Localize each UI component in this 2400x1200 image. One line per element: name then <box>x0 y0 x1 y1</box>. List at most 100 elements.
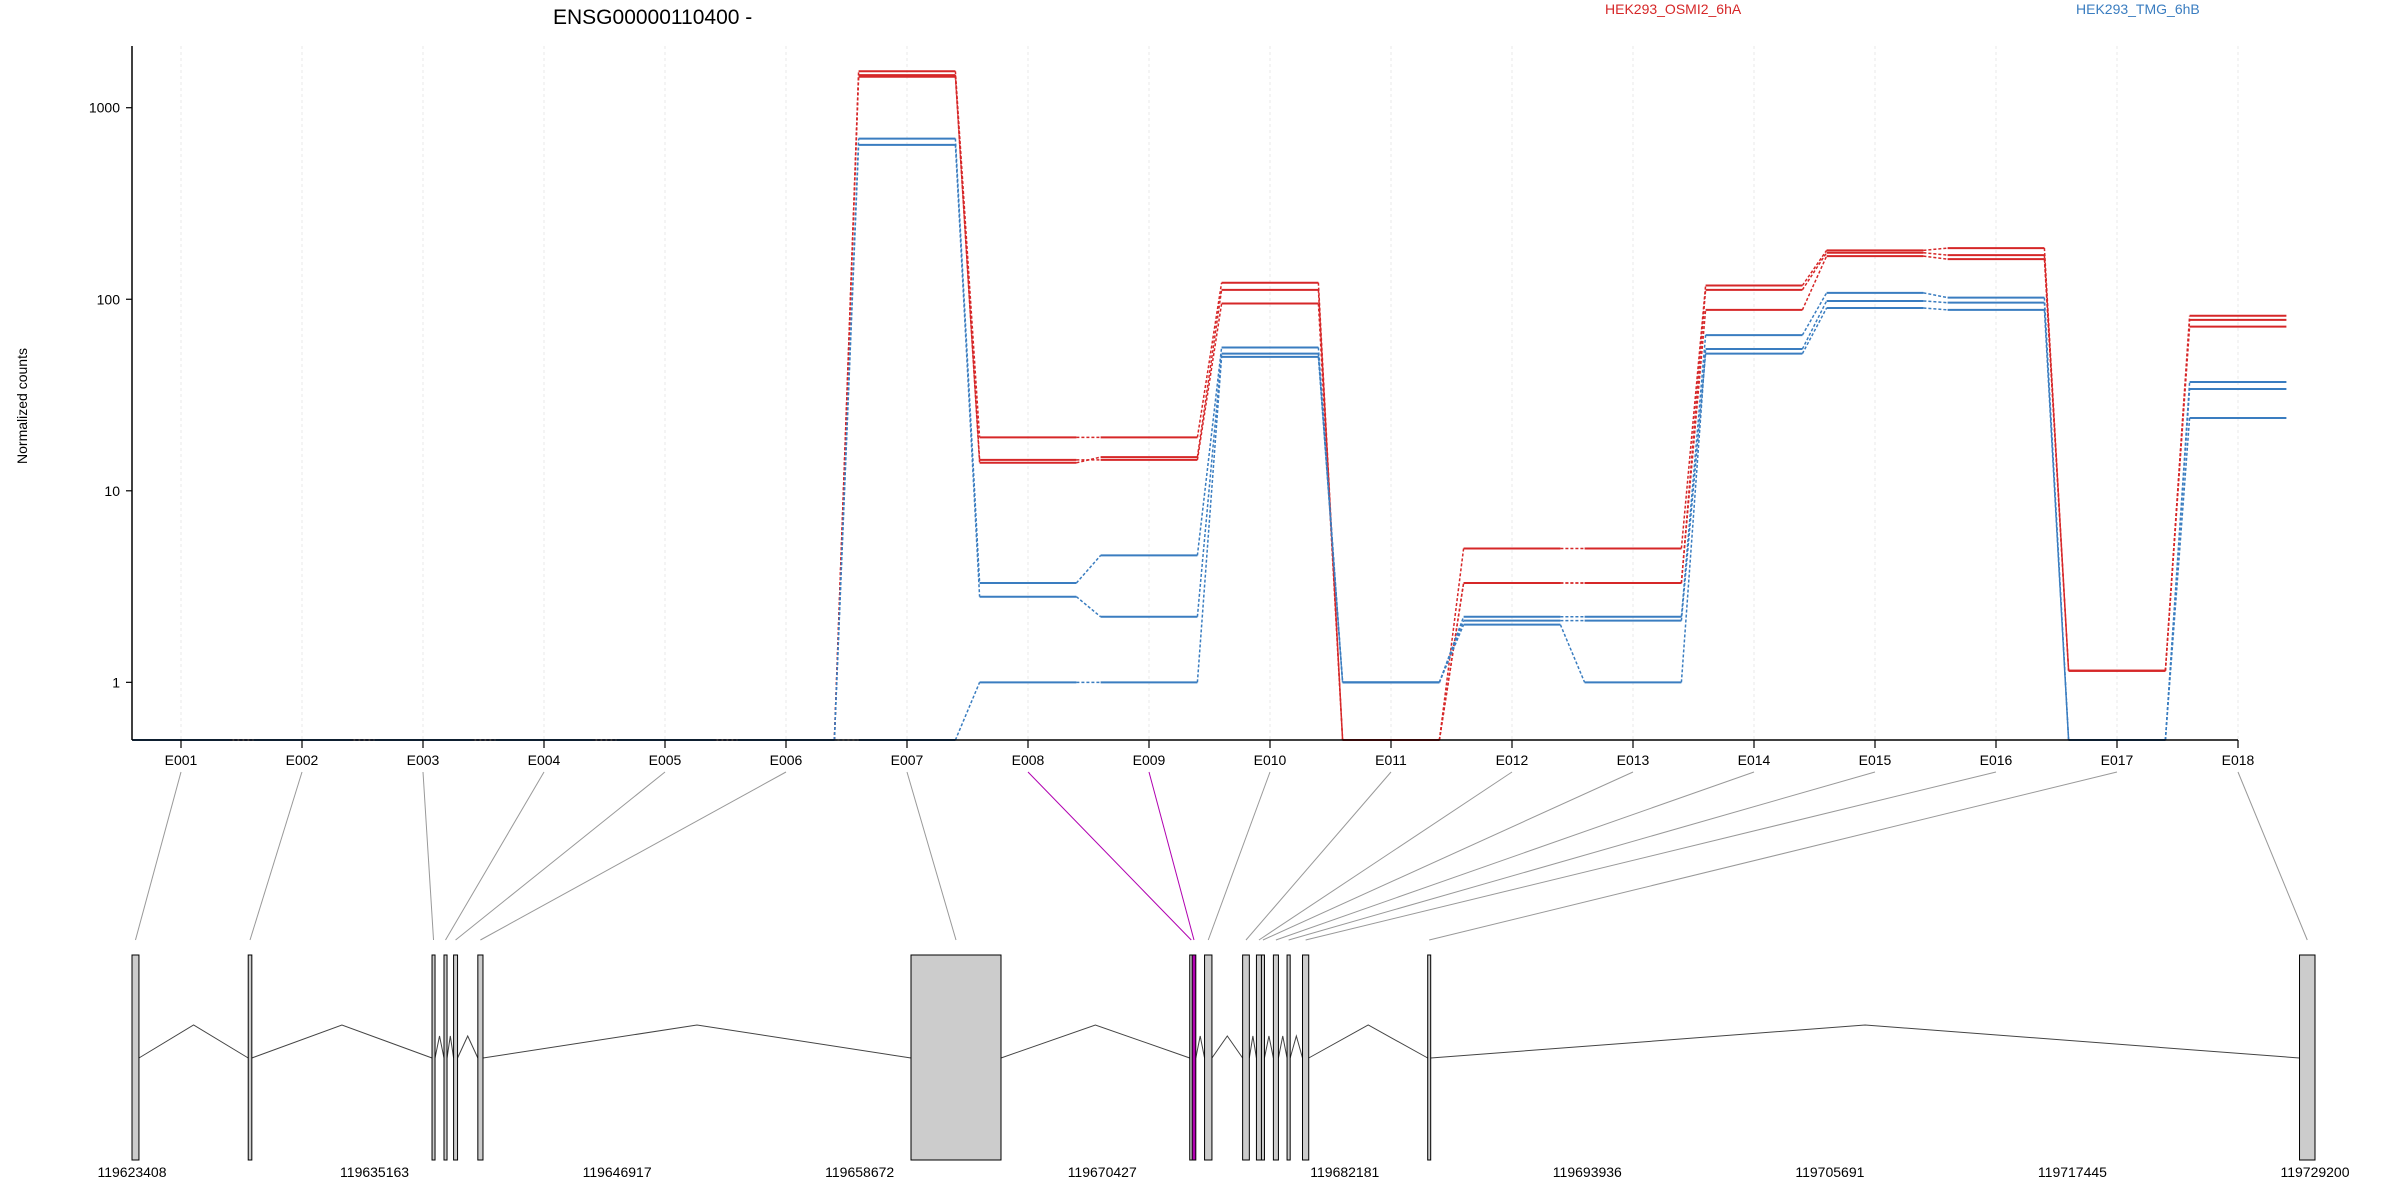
exon-box-e018 <box>2299 954 2316 1161</box>
y-tick-label: 100 <box>97 291 121 307</box>
junction-link <box>1196 353 1223 617</box>
junction-link <box>1196 289 1223 458</box>
junction-link <box>1801 300 1828 350</box>
exon-box-e014 <box>1272 954 1279 1161</box>
exon-label-e004: E004 <box>528 752 561 768</box>
y-tick-label: 10 <box>104 483 120 499</box>
intron-line <box>1211 1035 1244 1059</box>
intron-line <box>457 1034 479 1059</box>
exon-box-e015 <box>1286 954 1291 1161</box>
junction-link <box>833 144 860 741</box>
y-axis: 1 10 100 1000 <box>89 46 133 740</box>
exon-box-e007 <box>910 954 1002 1161</box>
junction-link <box>1680 309 1707 584</box>
y-tick-label: 1 <box>112 674 120 690</box>
intron-line <box>482 1024 912 1059</box>
junction-link <box>1801 307 1828 355</box>
exon-label-e005: E005 <box>649 752 682 768</box>
intron-line <box>1000 1024 1190 1059</box>
plot-series <box>132 70 2287 741</box>
connector-e001 <box>134 771 182 941</box>
series-hek293-osmi2-6ha-2 <box>132 75 2287 741</box>
junction-link <box>1801 252 1828 291</box>
junction-link <box>1923 255 1948 260</box>
junction-link <box>1075 554 1102 584</box>
connector-e004 <box>445 771 545 941</box>
exon-box-e001 <box>131 954 140 1161</box>
exon-box-e011 <box>1242 954 1250 1161</box>
junction-link <box>833 76 860 741</box>
connector-e009 <box>1148 771 1195 941</box>
junction-link <box>1923 292 1948 299</box>
junction-link <box>1801 249 1828 286</box>
connector-e016 <box>1305 771 1997 941</box>
genomic-coordinate-label: 119646917 <box>583 1164 652 1180</box>
connector-e005 <box>455 771 666 941</box>
genomic-coordinate-label: 119658672 <box>825 1164 894 1180</box>
intron-line <box>1195 1035 1206 1059</box>
junction-link <box>1438 620 1465 683</box>
exon-label-e015: E015 <box>1859 752 1892 768</box>
intron-line <box>1430 1024 2300 1059</box>
exon-label-e016: E016 <box>1980 752 2013 768</box>
exon-label-e010: E010 <box>1254 752 1287 768</box>
connector-e003 <box>422 771 435 941</box>
exon-box-e009 <box>1191 954 1197 1161</box>
junction-link <box>2164 388 2191 741</box>
connector-e002 <box>249 771 303 941</box>
junction-link <box>2043 309 2070 741</box>
connector-e007 <box>906 771 957 941</box>
intron-line <box>1289 1034 1303 1059</box>
genomic-coordinate-label: 119670427 <box>1068 1164 1137 1180</box>
connector-e017 <box>1429 771 2118 941</box>
intron-line <box>446 1035 455 1059</box>
series-hek293-tmg-6hb-4 <box>132 143 2287 741</box>
exon-label-e006: E006 <box>770 752 803 768</box>
junction-link <box>1196 303 1223 461</box>
legend: HEK293_OSMI2_6hA HEK293_TMG_6hB <box>1605 1 2200 17</box>
exon-label-e017: E017 <box>2101 752 2134 768</box>
exon-label-e009: E009 <box>1133 752 1166 768</box>
y-axis-title: Normalized counts <box>14 348 30 464</box>
junction-link <box>1559 624 1586 683</box>
connector-e015 <box>1288 771 1876 941</box>
intron-line <box>434 1035 445 1059</box>
legend-entry-osmi2: HEK293_OSMI2_6hA <box>1605 1 1742 17</box>
intron-line <box>1248 1035 1257 1059</box>
junction-link <box>1317 356 1344 683</box>
genomic-coordinate-axis: 119623408 119635163 119646917 119658672 1196… <box>97 1164 2349 1180</box>
legend-entry-tmg: HEK293_TMG_6hB <box>2076 1 2200 17</box>
exon-box-e017 <box>1427 954 1432 1161</box>
exon-label-e008: E008 <box>1012 752 1045 768</box>
intron-line <box>1308 1024 1428 1059</box>
junction-link <box>2164 417 2191 741</box>
genomic-coordinate-label: 119693936 <box>1553 1164 1622 1180</box>
series-hek293-osmi2-6ha-1 <box>132 74 2287 741</box>
exon-box-e002 <box>247 954 253 1161</box>
genomic-coordinate-label: 119717445 <box>2038 1164 2107 1180</box>
genomic-coordinate-label: 119623408 <box>97 1164 166 1180</box>
exon-label-e001: E001 <box>165 752 198 768</box>
connector-e013 <box>1262 771 1634 941</box>
exon-box-e006 <box>477 954 484 1161</box>
exon-box-e003 <box>431 954 436 1161</box>
x-axis: E001 E002 E003 E004 E005 E006 E007 E008 E009 E010… <box>132 739 2255 768</box>
junction-link <box>954 682 981 741</box>
junction-link <box>2164 326 2191 671</box>
genomic-coordinate-label: 119635163 <box>340 1164 409 1180</box>
connector-e011 <box>1245 771 1392 941</box>
junction-link <box>1680 289 1707 584</box>
vertical-gridlines <box>180 46 2239 740</box>
junction-link <box>1923 247 1948 252</box>
intron-line <box>251 1024 433 1059</box>
genomic-coordinate-label: 119729200 <box>2280 1164 2349 1180</box>
exon-label-e002: E002 <box>286 752 319 768</box>
genomic-coordinate-label: 119682181 <box>1310 1164 1379 1180</box>
connector-e006 <box>480 771 787 941</box>
exon-label-e014: E014 <box>1738 752 1771 768</box>
junction-link <box>1196 356 1223 683</box>
exon-box-e016 <box>1302 954 1310 1161</box>
connector-e014 <box>1275 771 1755 941</box>
junction-link <box>1680 285 1707 549</box>
